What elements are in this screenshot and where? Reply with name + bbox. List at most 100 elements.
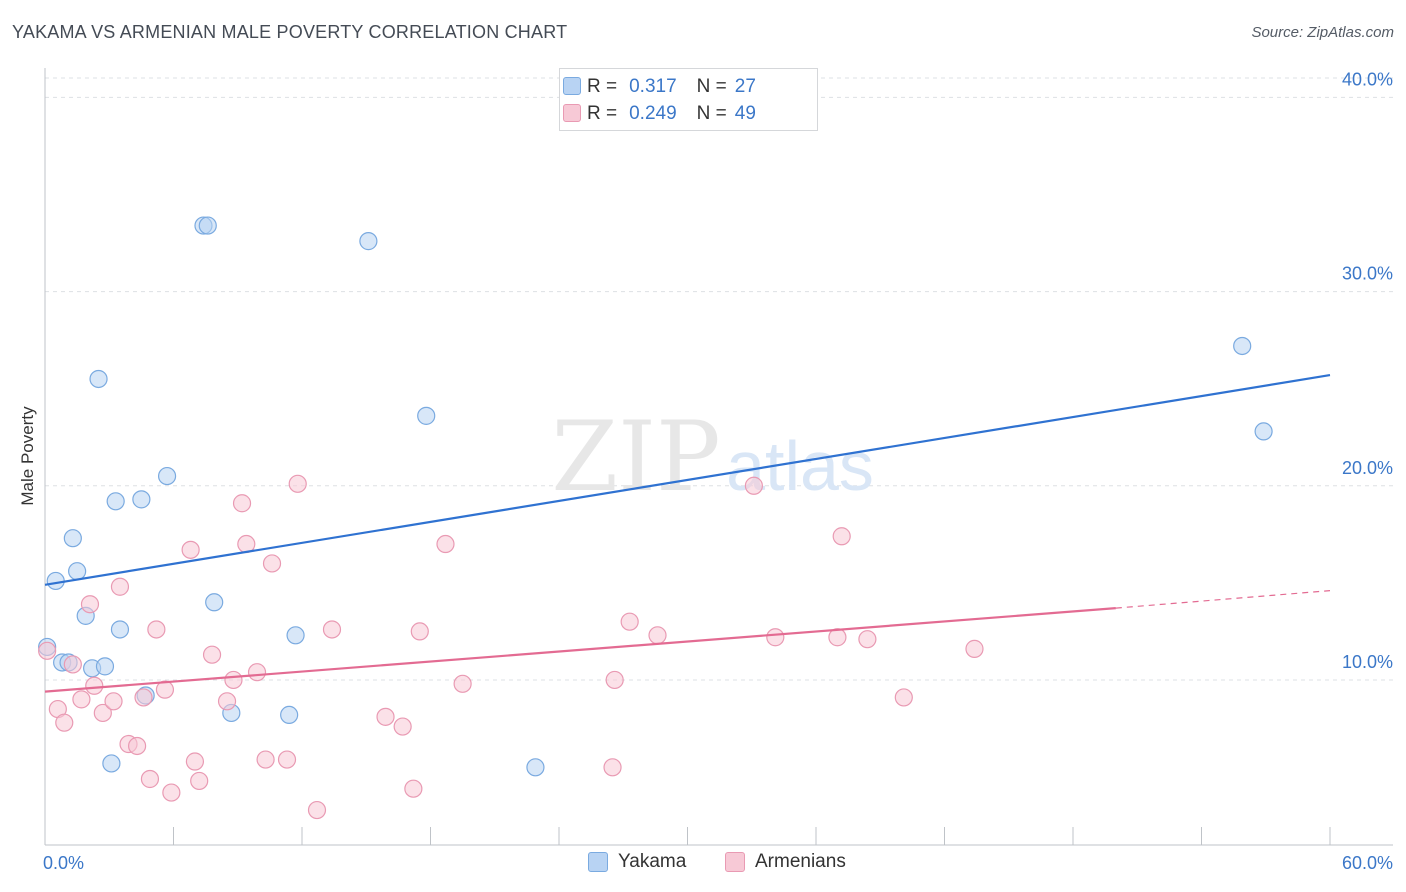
armenian-point (603, 758, 622, 777)
armenian-point (277, 750, 297, 769)
armenian-point (256, 750, 275, 769)
armenian-point (766, 628, 785, 647)
legend-n-value: 27 (734, 76, 756, 97)
armenian-point (72, 690, 91, 709)
armenian-point (202, 645, 222, 664)
armenian-point (322, 620, 342, 639)
x-tick-label-max: 60.0% (1342, 853, 1393, 873)
armenian-point (453, 674, 472, 693)
legend-row-yakama: R = 0.317 N = 27 (563, 75, 756, 99)
armenian-point (288, 474, 307, 493)
armenian-point (134, 688, 153, 707)
bottom-legend-yakama: Yakama (588, 851, 686, 873)
armenian-point (110, 577, 130, 596)
trend-lines (44, 374, 1331, 693)
bottom-legend-label-armenians: Armenians (755, 851, 846, 872)
x-tick-label-min: 0.0% (43, 853, 84, 873)
yakama-point (198, 216, 217, 235)
chart-title: YAKAMA VS ARMENIAN MALE POVERTY CORRELAT… (12, 22, 568, 42)
axes (44, 68, 1393, 846)
armenian-point (894, 688, 913, 707)
watermark: ZIP atlas (551, 401, 874, 513)
yakama-point (286, 626, 305, 645)
yakama-point (157, 466, 177, 486)
armenian-point (140, 769, 160, 789)
legend-swatch-yakama (563, 77, 581, 95)
yakama-point (68, 562, 87, 581)
yakama-point (1254, 422, 1273, 441)
legend-n-label: N = (696, 103, 727, 124)
armenian-point (247, 663, 267, 682)
armenian-point (262, 554, 282, 573)
armenian-point (63, 655, 82, 674)
legend-r-value: 0.317 (629, 76, 677, 97)
yakama-point (110, 620, 130, 639)
yakama-point (102, 754, 121, 773)
yakama-point (417, 406, 436, 425)
legend-r-label: R = (587, 103, 618, 124)
armenian-point (232, 494, 252, 513)
watermark-atlas: atlas (726, 427, 874, 505)
grid-lines (45, 77, 1393, 681)
armenian-point (162, 783, 181, 802)
yakama-trend-line (44, 374, 1331, 586)
data-points (38, 216, 1273, 820)
legend-r-value: 0.249 (629, 103, 677, 124)
yakama-point (89, 369, 108, 389)
armenian-point (80, 595, 100, 614)
yakama-point (63, 529, 82, 548)
bottom-legend-label-yakama: Yakama (618, 851, 687, 872)
armenian-point (404, 779, 423, 798)
legend-n-value: 49 (734, 103, 756, 124)
armenian-trend-line (44, 607, 1116, 693)
armenian-point (307, 800, 327, 820)
legend-swatch-armenians (563, 104, 581, 122)
chart-source: Source: ZipAtlas.com (1251, 24, 1394, 41)
armenian-point (605, 670, 624, 690)
armenian-point (858, 630, 877, 649)
yakama-point (359, 232, 378, 251)
armenian-trend-extension (1115, 590, 1331, 609)
y-tick-label: 10.0% (1342, 652, 1393, 672)
armenian-point (224, 670, 243, 690)
stats-legend: R = 0.317 N = 27 R = 0.249 N = 49 (559, 68, 818, 131)
armenian-point (147, 620, 166, 639)
yakama-point (106, 492, 125, 511)
armenian-point (376, 707, 395, 726)
armenian-point (832, 527, 851, 546)
armenian-point (620, 612, 639, 631)
armenian-point (393, 717, 412, 736)
legend-row-armenians: R = 0.249 N = 49 (563, 102, 756, 126)
armenian-point (744, 476, 763, 495)
y-tick-label: 20.0% (1342, 458, 1393, 478)
armenian-point (436, 534, 455, 554)
yakama-point (46, 571, 65, 591)
yakama-point (280, 705, 299, 725)
yakama-point (526, 758, 545, 777)
y-tick-label: 30.0% (1342, 264, 1393, 284)
armenian-point (104, 692, 123, 711)
legend-n-label: N = (696, 76, 727, 97)
armenian-point (410, 622, 429, 641)
watermark-zip: ZIP (551, 401, 720, 513)
tick-labels: 10.0% 20.0% 30.0% 40.0% 0.0% 60.0% (43, 69, 1393, 873)
armenian-point (190, 771, 209, 791)
bottom-legend-armenians: Armenians (725, 851, 846, 873)
armenian-point (93, 703, 112, 723)
armenian-point (185, 752, 205, 771)
bottom-legend-swatch-yakama (588, 852, 608, 872)
yakama-point (132, 490, 151, 509)
armenian-point (55, 713, 74, 732)
yakama-point (1233, 336, 1252, 356)
armenian-point (85, 676, 104, 695)
y-tick-label: 40.0% (1342, 69, 1393, 89)
armenian-point (181, 540, 200, 559)
armenian-point (127, 736, 147, 756)
bottom-legend-swatch-armenians (725, 852, 745, 872)
armenian-point (217, 692, 237, 711)
legend-r-label: R = (587, 76, 618, 97)
armenian-point (38, 641, 57, 660)
yakama-point (205, 593, 224, 612)
yakama-point (95, 657, 115, 676)
